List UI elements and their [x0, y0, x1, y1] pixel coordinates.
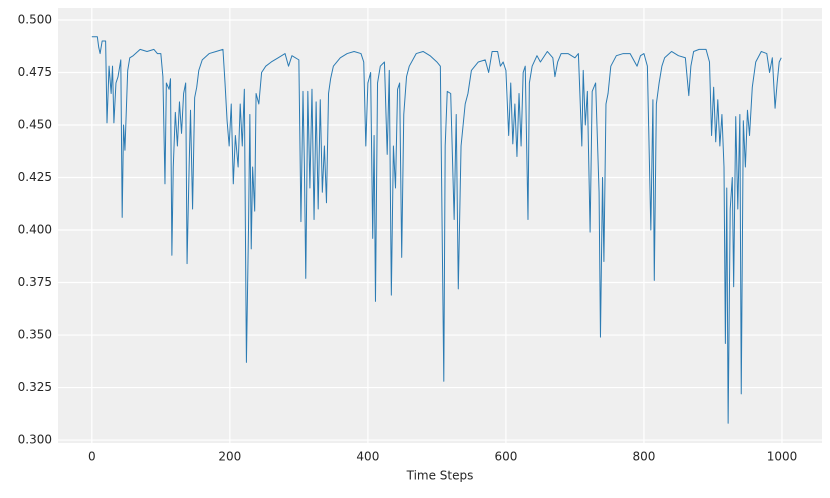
x-tick-label: 0 — [88, 450, 96, 464]
x-tick-label: 1000 — [767, 450, 798, 464]
x-axis-label: Time Steps — [406, 469, 474, 483]
x-tick-label: 400 — [356, 450, 379, 464]
y-tick-label: 0.425 — [18, 170, 52, 184]
y-tick-label: 0.375 — [18, 275, 52, 289]
y-tick-label: 0.350 — [18, 328, 52, 342]
y-tick-label: 0.500 — [18, 12, 52, 26]
y-tick-label: 0.325 — [18, 380, 52, 394]
y-tick-label: 0.450 — [18, 117, 52, 131]
y-tick-label: 0.400 — [18, 223, 52, 237]
x-tick-label: 600 — [494, 450, 517, 464]
plot-area — [58, 8, 822, 443]
y-tick-label: 0.475 — [18, 65, 52, 79]
line-series — [91, 36, 782, 424]
x-tick-label: 200 — [218, 450, 241, 464]
grid — [58, 8, 822, 443]
marks — [91, 36, 782, 424]
x-tick-label: 800 — [632, 450, 655, 464]
y-tick-label: 0.300 — [18, 433, 52, 447]
